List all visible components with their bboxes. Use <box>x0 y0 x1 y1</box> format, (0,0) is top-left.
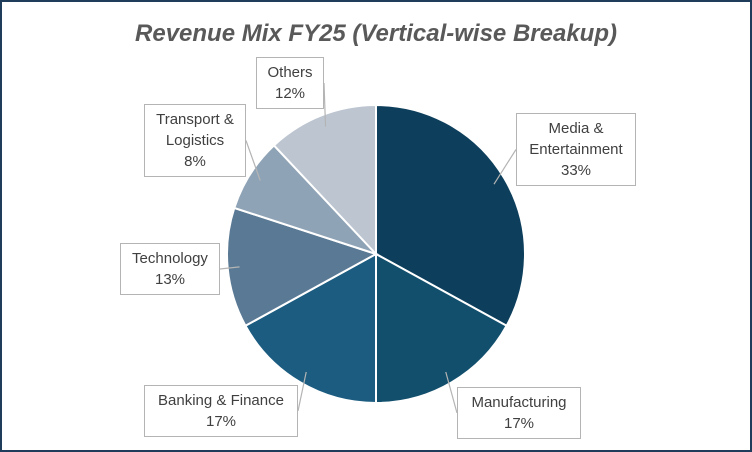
pie-slice <box>272 103 377 257</box>
category-label: Transport & Logistics <box>156 111 234 149</box>
pie-slice <box>375 252 508 405</box>
data-label: Media & Entertainment 33% <box>516 113 636 186</box>
category-label: Media & Entertainment <box>529 120 623 158</box>
leader-line <box>445 371 458 414</box>
category-label: Others <box>267 64 313 81</box>
data-label: Others 12% <box>256 57 324 109</box>
leader-line <box>245 140 261 181</box>
leader-line <box>493 149 517 185</box>
data-label: Technology 13% <box>120 243 220 295</box>
category-label: Manufacturing <box>471 394 567 411</box>
pie-slice <box>375 103 526 328</box>
data-label: Manufacturing 17% <box>457 387 581 439</box>
leader-line <box>219 266 240 270</box>
data-label: Banking & Finance 17% <box>144 385 298 437</box>
value-label: 13% <box>154 271 186 288</box>
pie-slice <box>244 252 377 405</box>
leader-line <box>297 371 307 412</box>
value-label: 8% <box>184 153 206 170</box>
leader-line <box>323 82 327 127</box>
category-label: Technology <box>132 250 208 267</box>
category-label: Banking & Finance <box>158 392 284 409</box>
value-label: 33% <box>560 162 592 179</box>
data-label: Transport & Logistics 8% <box>144 104 246 177</box>
value-label: 17% <box>503 415 535 432</box>
value-label: 12% <box>274 85 306 102</box>
chart-title: Revenue Mix FY25 (Vertical-wise Breakup) <box>135 20 617 47</box>
value-label: 17% <box>205 413 237 430</box>
